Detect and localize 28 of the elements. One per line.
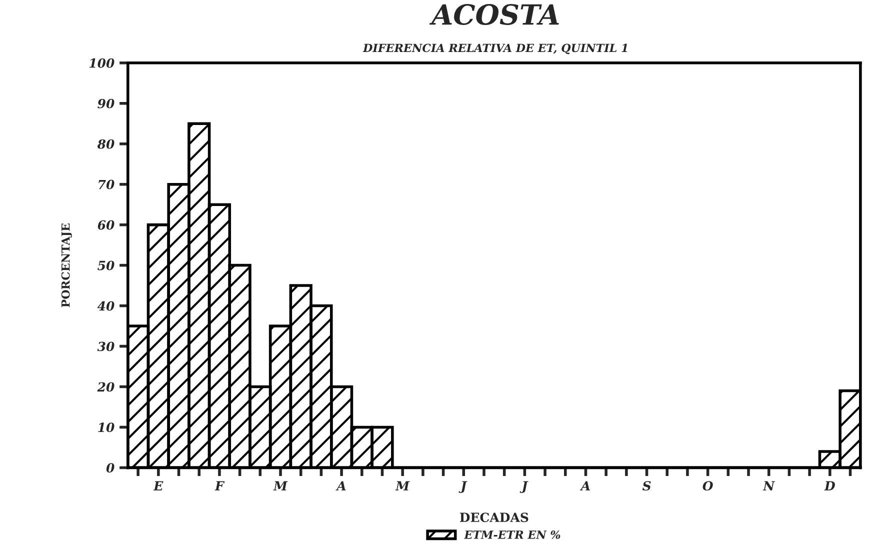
x-tick-label: A <box>336 481 346 490</box>
chart-title: ACOSTA <box>429 4 559 26</box>
x-axis-title: DECADAS <box>460 512 528 522</box>
x-tick-label: J <box>520 481 528 493</box>
y-tick-label: 0 <box>106 463 114 473</box>
x-tick-label: D <box>824 481 835 490</box>
y-axis-title: PORCENTAJE <box>61 223 72 308</box>
y-tick-label: 90 <box>98 98 114 108</box>
y-tick-label: 10 <box>98 422 114 432</box>
x-tick-label: A <box>580 481 590 490</box>
x-tick-label: F <box>214 481 225 490</box>
chart-subtitle: DIFERENCIA RELATIVA DE ET, QUINTIL 1 <box>362 44 627 54</box>
y-tick-label: 100 <box>89 58 114 68</box>
x-tick-label: M <box>273 481 288 490</box>
legend-label: ETM-ETR EN % <box>464 530 560 539</box>
y-tick-label: 80 <box>97 139 114 149</box>
y-tick-label: 30 <box>97 342 114 352</box>
x-tick-label: E <box>153 481 164 490</box>
x-tick-label: O <box>702 481 713 491</box>
x-tick-label: S <box>642 481 651 491</box>
y-tick-label: 50 <box>98 260 114 270</box>
x-tick-label: J <box>458 481 468 493</box>
y-tick-label: 70 <box>98 180 114 190</box>
x-tick-label: M <box>395 481 410 490</box>
x-tick-label: N <box>762 481 775 490</box>
y-tick-label: 40 <box>97 301 114 311</box>
y-tick-label: 60 <box>98 220 114 230</box>
y-tick-label: 20 <box>97 382 114 392</box>
